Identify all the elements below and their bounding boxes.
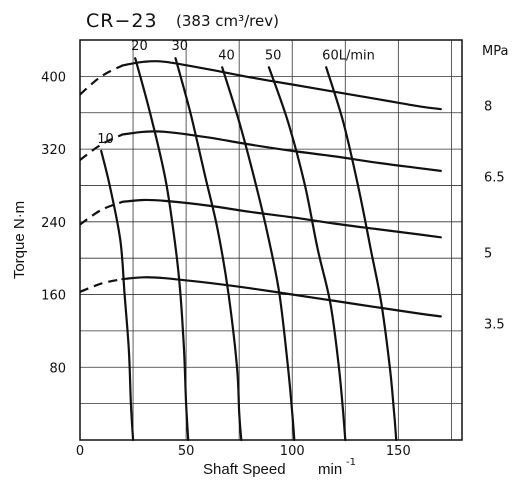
pressure-label-1: 6.5 [484,170,505,185]
pressure-label-2: 5 [484,247,492,262]
flow-curve-0 [100,149,135,442]
flow-curve-2 [174,57,243,442]
flow-label-4: 50 [265,48,282,63]
pressure-curve-dashed-1 [79,133,123,161]
x-axis-label-group: Shaft Speed min -1 [203,457,356,478]
flow-curves: 10 20 30 40 50 60L/min [97,39,398,442]
y-tick-label: 160 [41,289,66,304]
pressure-curve-0 [121,60,442,111]
flow-curve-1 [134,57,190,442]
flow-curve-4 [267,66,347,442]
flow-label-5: 60L/min [322,48,375,63]
x-tick-label: 0 [76,444,84,459]
flow-label-1: 20 [131,39,148,54]
plot-frame [79,39,463,441]
x-tick-label: 50 [178,444,195,459]
y-tick-label: 240 [41,216,66,231]
x-tick-label: 150 [386,444,411,459]
y-tick-label: 80 [49,361,66,376]
flow-label-2: 30 [172,39,189,54]
pressure-curve-3 [121,276,442,318]
y-tick-labels: 80 160 240 320 400 [41,70,66,376]
pressure-curves: 8 6.5 5 3.5 [79,60,505,333]
x-tick-label: 100 [280,444,305,459]
y-axis-label: Torque N·m [11,201,28,279]
pressure-curve-dashed-0 [79,64,123,96]
flow-curve-3 [221,66,296,442]
flow-label-3: 40 [218,48,235,63]
chart-title: CR−23 [86,10,158,32]
pressure-curve-2 [121,198,442,239]
chart-subtitle: (383 cm³/rev) [176,12,279,30]
pressure-label-0: 8 [484,99,492,114]
pressure-axis-label: MPa [482,44,508,59]
pressure-curve-dashed-3 [79,278,123,293]
flow-curve-5 [325,66,398,442]
y-tick-label: 400 [41,70,66,85]
x-axis-unit-superscript: -1 [346,457,356,468]
y-tick-label: 320 [41,143,66,158]
x-axis-unit: min [318,461,342,478]
grid-lines [80,40,462,440]
pressure-curve-1 [121,130,442,172]
x-tick-labels: 0 50 100 150 [76,444,411,459]
flow-label-0: 10 [97,132,114,147]
x-axis-label: Shaft Speed [203,461,286,478]
pressure-curve-dashed-2 [79,200,123,226]
pressure-label-3: 3.5 [484,318,505,333]
